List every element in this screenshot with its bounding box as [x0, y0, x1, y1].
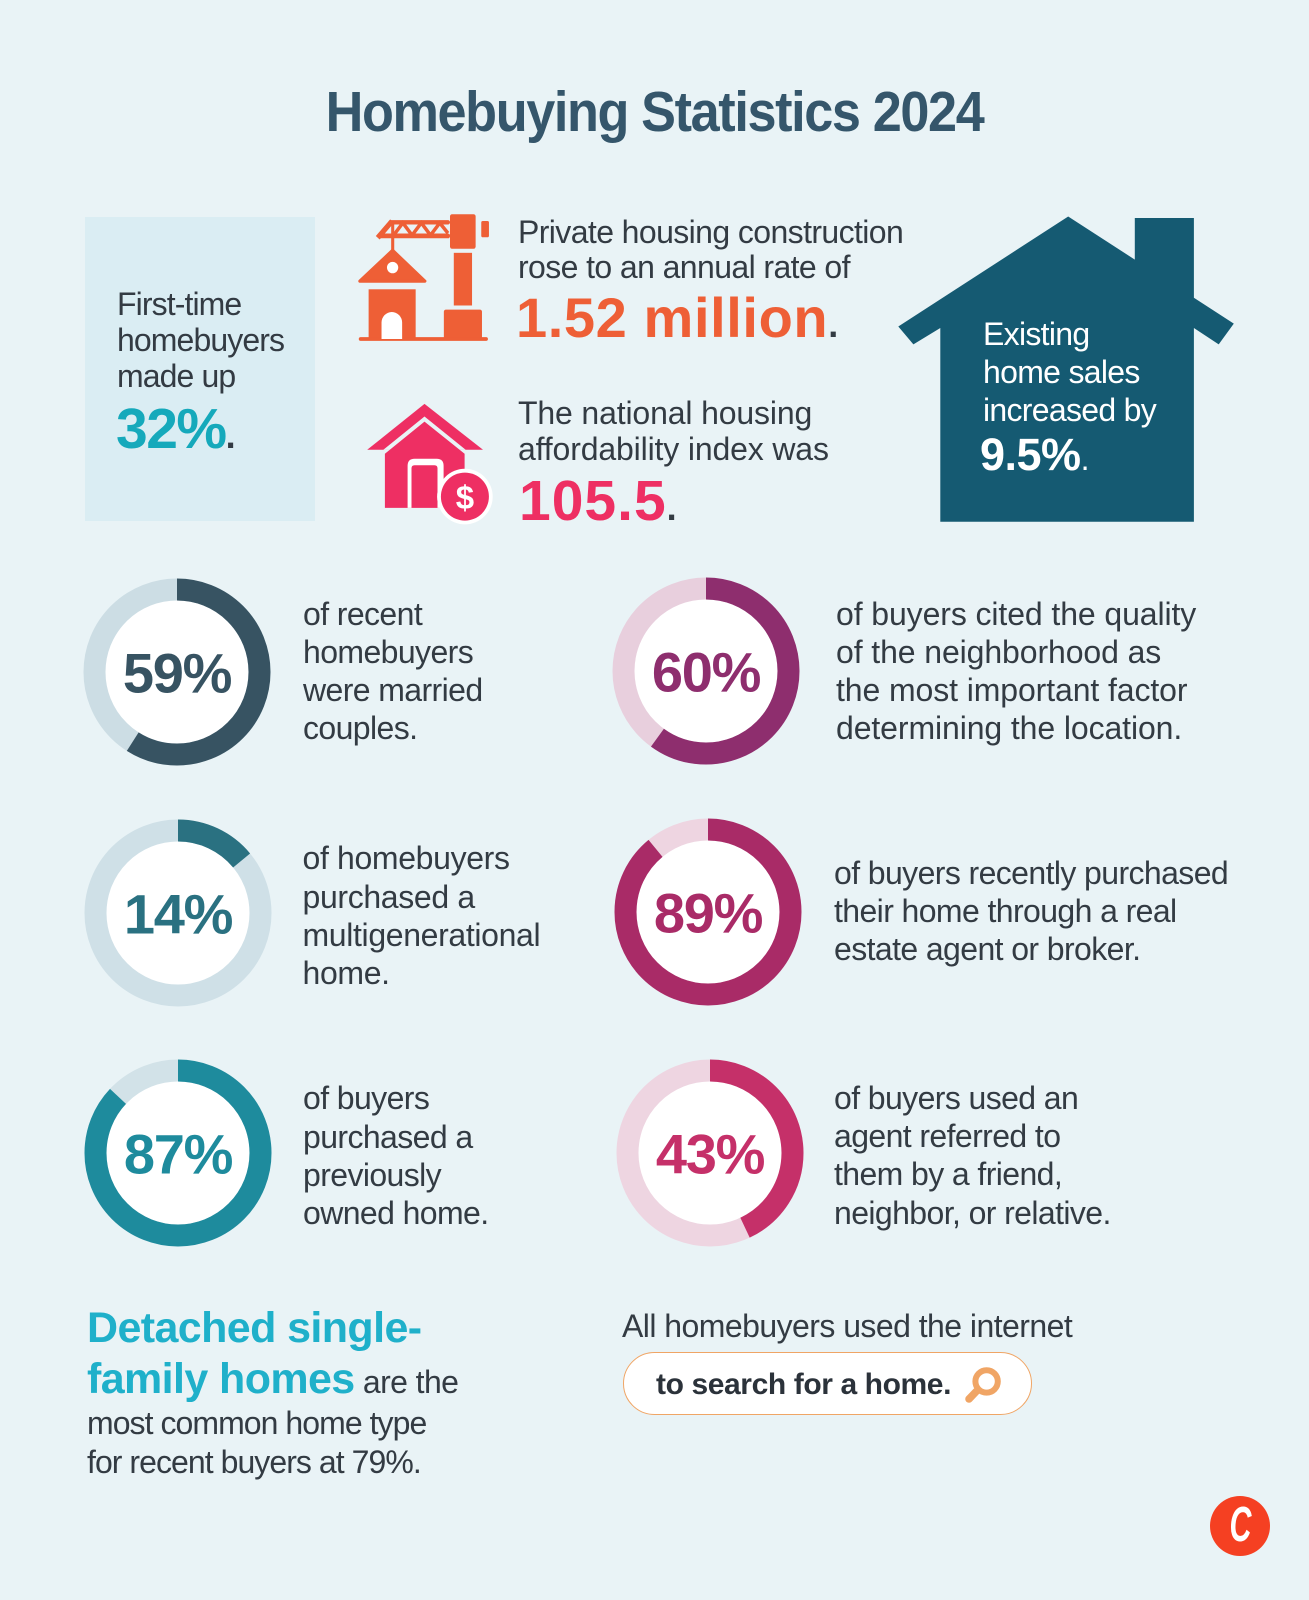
svg-text:59%: 59% — [122, 641, 231, 704]
svg-text:14%: 14% — [123, 882, 232, 945]
svg-text:43%: 43% — [656, 1122, 765, 1185]
svg-text:60%: 60% — [651, 640, 760, 703]
svg-text:87%: 87% — [124, 1122, 233, 1185]
svg-text:$: $ — [456, 479, 474, 516]
svg-text:89%: 89% — [654, 881, 763, 944]
